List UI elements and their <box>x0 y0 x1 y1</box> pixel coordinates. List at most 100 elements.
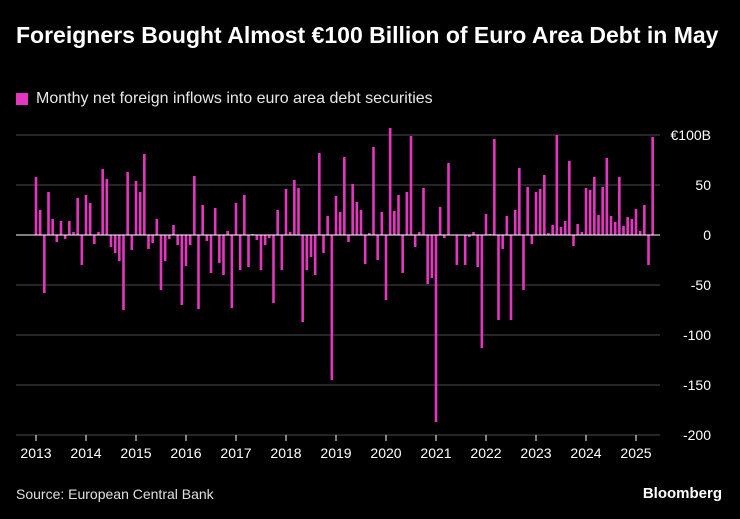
bar <box>93 235 96 244</box>
bar <box>276 210 279 235</box>
bar <box>338 212 342 235</box>
bar <box>288 232 292 235</box>
bar <box>218 235 221 263</box>
bar <box>418 232 421 235</box>
bar <box>613 222 617 235</box>
bar <box>630 219 634 235</box>
bar <box>355 202 359 235</box>
bar <box>493 139 496 235</box>
bar <box>647 235 650 265</box>
bar <box>243 195 246 235</box>
y-axis: €100B 50 0 -50 -100 -150 -200 <box>671 127 712 443</box>
y-tick-label: -100 <box>683 327 711 343</box>
bar <box>626 217 629 235</box>
bar <box>334 196 338 235</box>
y-tick-label: -200 <box>683 427 711 443</box>
x-tick-label: 2025 <box>620 445 651 461</box>
y-tick-label: -150 <box>683 377 711 393</box>
bar <box>409 136 413 235</box>
bar <box>105 179 109 235</box>
x-tick-label: 2017 <box>220 445 251 461</box>
bar <box>455 235 459 265</box>
bar <box>155 219 159 235</box>
bar <box>634 209 638 235</box>
bar <box>651 137 654 235</box>
bar <box>118 235 121 261</box>
bar <box>538 189 542 235</box>
x-tick-label: 2021 <box>420 445 451 461</box>
bar <box>447 163 450 235</box>
bar <box>422 188 425 235</box>
bar <box>80 235 84 265</box>
bar <box>51 219 54 235</box>
bar <box>543 175 546 235</box>
bar <box>468 235 471 237</box>
bar <box>343 157 346 235</box>
bar <box>176 235 179 245</box>
bar <box>168 235 171 239</box>
bar <box>413 235 417 247</box>
bar <box>397 195 400 235</box>
x-tick-label: 2016 <box>170 445 201 461</box>
bar <box>68 221 71 235</box>
legend-swatch <box>16 93 28 105</box>
x-tick-label: 2020 <box>370 445 401 461</box>
bar <box>555 135 559 235</box>
bar <box>351 184 354 235</box>
bar <box>576 224 579 235</box>
bar <box>38 210 42 235</box>
x-tick-label: 2014 <box>70 445 101 461</box>
x-tick-label: 2013 <box>20 445 51 461</box>
bar <box>643 205 646 235</box>
bar <box>380 212 384 235</box>
bar <box>568 161 571 235</box>
bar <box>572 235 575 246</box>
bar <box>122 235 125 310</box>
bar <box>509 235 513 320</box>
bar <box>126 172 129 235</box>
bar <box>247 235 250 267</box>
bar <box>284 189 288 235</box>
bar <box>563 221 567 235</box>
bar <box>588 190 592 235</box>
bar <box>213 208 217 235</box>
bar <box>88 203 92 235</box>
bar <box>638 231 642 235</box>
bar <box>172 225 175 235</box>
bar <box>43 235 46 293</box>
bar <box>63 235 67 239</box>
bar <box>443 235 446 238</box>
bar <box>322 235 325 253</box>
bar <box>372 147 375 235</box>
bar <box>347 235 350 242</box>
bar <box>393 211 396 235</box>
bar <box>438 207 442 235</box>
bar <box>259 235 263 270</box>
bar <box>280 235 284 270</box>
bar <box>234 203 238 235</box>
bar <box>526 187 529 235</box>
y-tick-label: -50 <box>691 277 711 293</box>
bar <box>193 176 196 235</box>
bar <box>305 235 309 270</box>
y-tick-label: 0 <box>703 227 711 243</box>
bar <box>72 232 75 235</box>
legend: Monthy net foreign inflows into euro are… <box>16 90 433 108</box>
bar <box>297 188 300 235</box>
bar <box>497 235 500 320</box>
bar <box>309 235 313 257</box>
bar <box>226 231 229 235</box>
bar <box>301 235 304 322</box>
bar <box>109 235 113 247</box>
bar <box>97 232 100 235</box>
bar <box>622 226 625 235</box>
bar <box>197 235 200 309</box>
bar <box>463 235 467 265</box>
bar <box>318 153 321 235</box>
bar <box>559 227 563 235</box>
bar <box>593 177 596 235</box>
bar <box>330 235 334 380</box>
bar <box>159 235 163 290</box>
bar <box>472 232 475 235</box>
y-tick-label: 50 <box>695 177 711 193</box>
